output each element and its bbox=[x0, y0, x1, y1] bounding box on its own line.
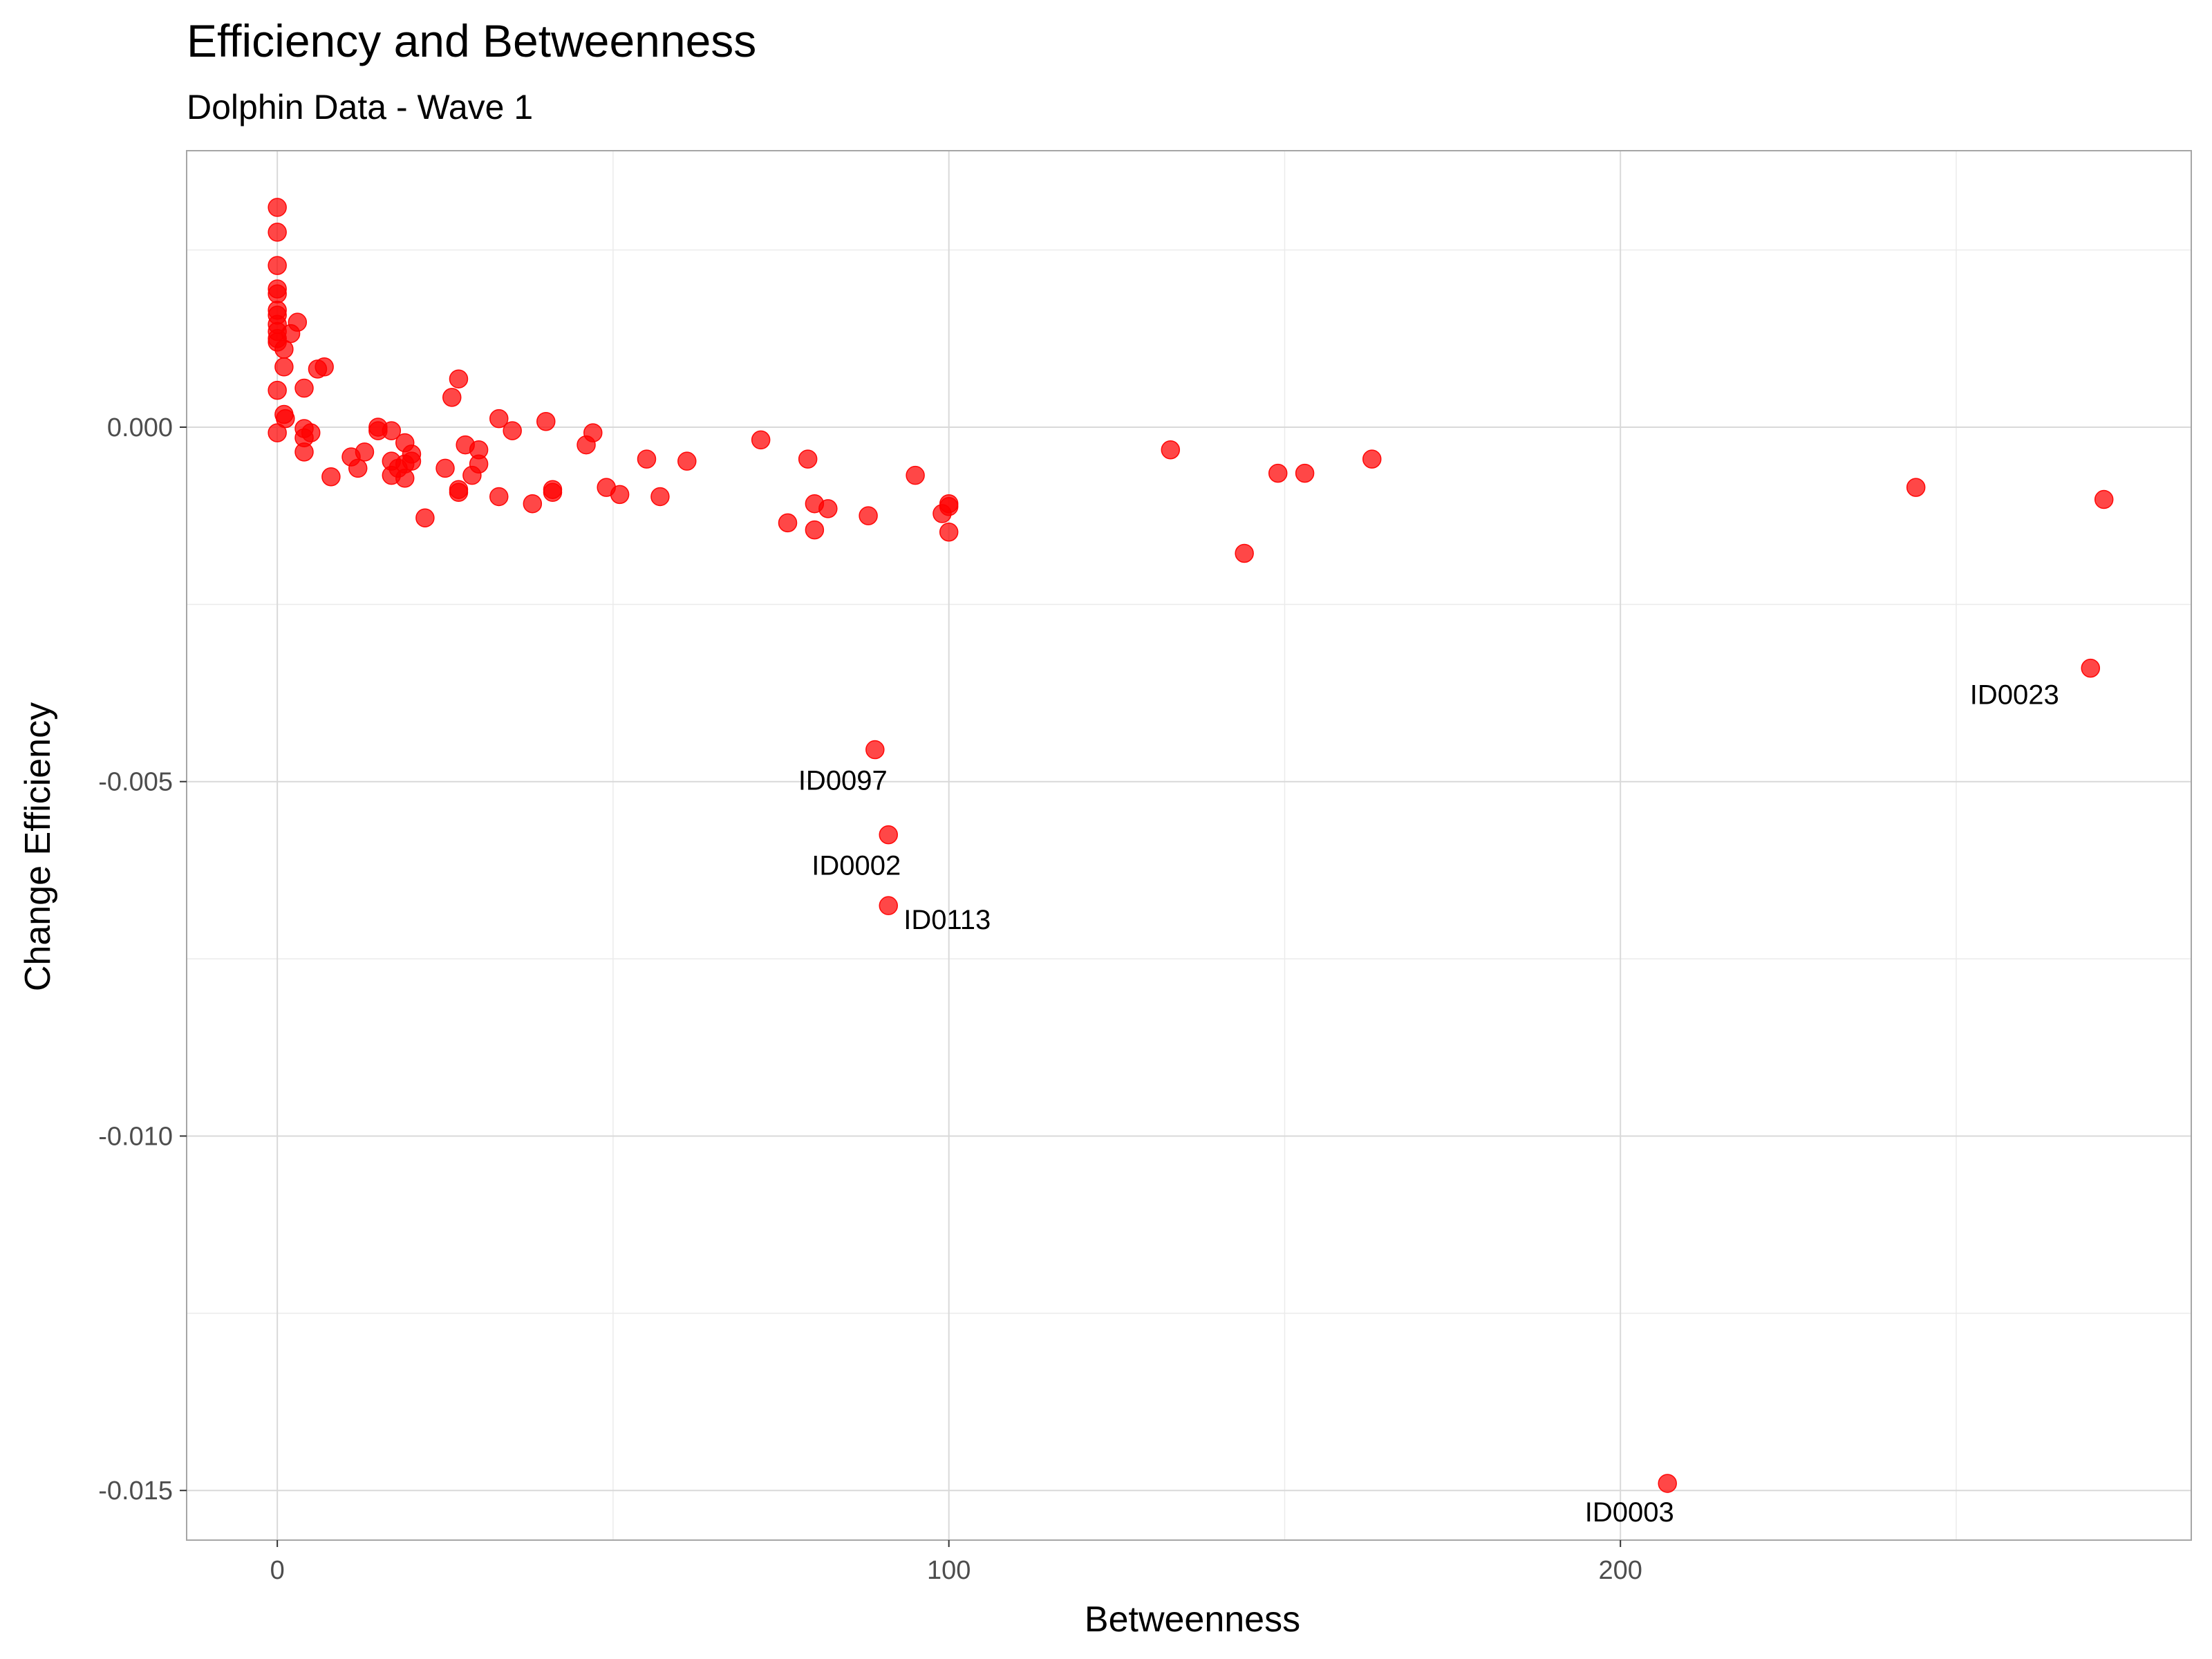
chart-title: Efficiency and Betweenness bbox=[187, 15, 756, 66]
data-point bbox=[268, 423, 287, 442]
point-label: ID0023 bbox=[1970, 680, 2059, 711]
data-point bbox=[677, 451, 697, 471]
data-point bbox=[939, 522, 959, 542]
data-point bbox=[315, 357, 334, 377]
data-point bbox=[276, 409, 295, 429]
data-point bbox=[268, 380, 287, 400]
x-tick-label: 0 bbox=[270, 1556, 285, 1585]
data-point bbox=[650, 487, 670, 507]
data-point bbox=[805, 520, 825, 540]
point-label: ID0097 bbox=[798, 766, 888, 796]
data-point bbox=[435, 458, 455, 478]
x-axis-title: Betweenness bbox=[1085, 1600, 1300, 1640]
data-point bbox=[1235, 543, 1254, 563]
data-point bbox=[348, 458, 368, 478]
data-point bbox=[294, 378, 314, 398]
point-label: ID0002 bbox=[812, 851, 901, 881]
y-axis-ticks: 0.000 -0.005 -0.010 -0.015 bbox=[98, 413, 187, 1506]
data-point bbox=[1295, 463, 1315, 483]
data-point bbox=[415, 508, 435, 527]
labeled-data-point bbox=[2081, 658, 2101, 678]
plot-panel-border bbox=[186, 150, 2192, 1541]
data-point bbox=[818, 499, 838, 518]
data-points bbox=[268, 198, 2114, 1493]
y-tick-label: 0.000 bbox=[107, 413, 173, 442]
data-point bbox=[489, 409, 509, 429]
data-point bbox=[395, 469, 415, 488]
data-point bbox=[523, 494, 543, 514]
labeled-data-point bbox=[879, 896, 898, 915]
y-tick-label: -0.010 bbox=[98, 1122, 173, 1151]
y-tick-label: -0.015 bbox=[98, 1477, 173, 1506]
data-point bbox=[268, 284, 287, 303]
data-point bbox=[442, 388, 462, 407]
data-point bbox=[583, 423, 603, 442]
data-point bbox=[536, 411, 556, 431]
labeled-data-point bbox=[865, 740, 885, 760]
data-point bbox=[1268, 463, 1288, 483]
data-point bbox=[1362, 449, 1382, 469]
point-label: ID0003 bbox=[1585, 1497, 1674, 1528]
data-point bbox=[402, 451, 422, 471]
data-point bbox=[469, 454, 489, 474]
data-point bbox=[268, 223, 287, 242]
y-tick-label: -0.005 bbox=[98, 768, 173, 797]
data-point bbox=[906, 465, 925, 485]
data-point bbox=[543, 482, 563, 503]
data-point bbox=[268, 198, 287, 217]
data-point bbox=[859, 506, 878, 525]
data-point bbox=[751, 430, 771, 450]
data-point bbox=[610, 485, 630, 505]
data-point bbox=[778, 513, 798, 533]
data-point bbox=[449, 482, 469, 503]
data-point bbox=[294, 442, 314, 462]
x-tick-label: 100 bbox=[927, 1556, 971, 1585]
data-point bbox=[449, 369, 469, 388]
chart-subtitle: Dolphin Data - Wave 1 bbox=[187, 88, 533, 126]
x-axis-ticks: 0 100 200 bbox=[270, 1540, 1642, 1585]
point-label: ID0113 bbox=[903, 905, 991, 935]
data-point bbox=[2094, 489, 2114, 509]
major-gridlines bbox=[187, 151, 2191, 1540]
data-point bbox=[321, 467, 341, 487]
data-point bbox=[274, 357, 294, 377]
minor-gridlines bbox=[187, 151, 2191, 1540]
data-point bbox=[1161, 440, 1181, 460]
data-point bbox=[355, 442, 375, 462]
data-point bbox=[798, 449, 818, 469]
data-point bbox=[382, 421, 402, 440]
data-point bbox=[939, 497, 959, 516]
data-point bbox=[489, 487, 509, 507]
labeled-data-point bbox=[879, 825, 898, 845]
data-point bbox=[288, 312, 308, 332]
data-point bbox=[1906, 478, 1926, 497]
x-tick-label: 200 bbox=[1599, 1556, 1642, 1585]
labeled-data-point bbox=[1658, 1474, 1677, 1493]
data-point bbox=[503, 421, 522, 440]
y-axis-title: Change Efficiency bbox=[18, 702, 58, 991]
data-point bbox=[301, 423, 321, 442]
data-point bbox=[268, 256, 287, 275]
data-point bbox=[637, 449, 657, 469]
